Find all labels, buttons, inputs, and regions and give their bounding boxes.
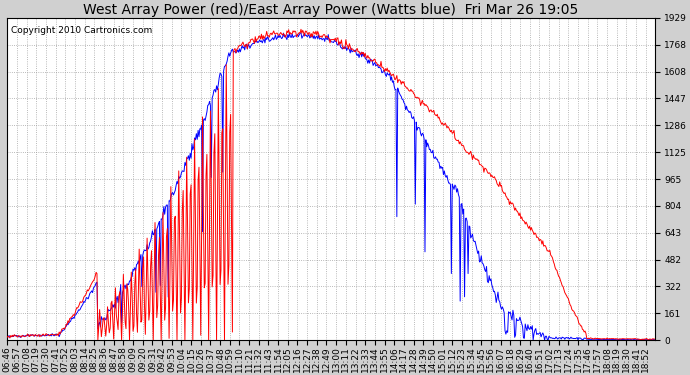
Title: West Array Power (red)/East Array Power (Watts blue)  Fri Mar 26 19:05: West Array Power (red)/East Array Power …: [83, 3, 578, 17]
Text: Copyright 2010 Cartronics.com: Copyright 2010 Cartronics.com: [10, 26, 152, 35]
